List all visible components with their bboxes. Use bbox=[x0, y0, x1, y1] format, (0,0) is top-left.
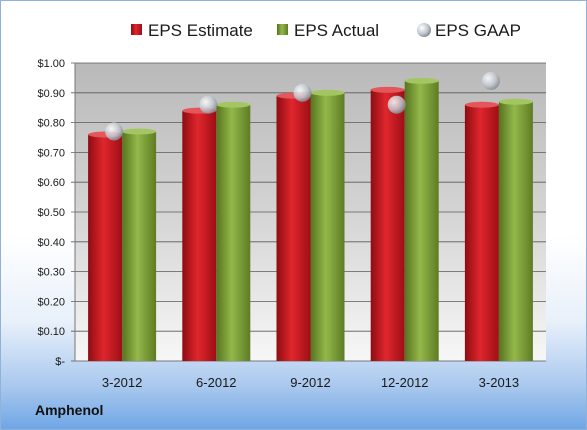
y-tick-label: $0.90 bbox=[37, 88, 65, 100]
gaap-point bbox=[199, 95, 218, 114]
bar-eps-actual bbox=[310, 92, 345, 362]
bar-cap bbox=[404, 77, 439, 84]
y-tick-label: $0.70 bbox=[37, 147, 65, 159]
bar-eps-actual bbox=[404, 80, 439, 361]
bar-cap bbox=[122, 128, 157, 135]
x-tick-label: 6-2012 bbox=[196, 375, 236, 390]
x-tick-label: 3-2013 bbox=[479, 375, 519, 390]
axes: $- $0.10 $0.20 $0.30 $0.40 $0.50 $0.60 $0.70 $0.… bbox=[37, 58, 519, 390]
gaap-point bbox=[105, 122, 124, 141]
bar-eps-actual bbox=[122, 131, 157, 361]
legend-swatch bbox=[277, 24, 288, 35]
gaap-points bbox=[105, 71, 500, 141]
legend-swatch bbox=[417, 23, 431, 37]
bar-eps-estimate bbox=[464, 104, 499, 361]
y-tick-label: $0.50 bbox=[37, 207, 65, 219]
y-tick-label: $- bbox=[55, 356, 65, 368]
bar-eps-actual bbox=[498, 101, 533, 362]
bar-cap bbox=[498, 98, 533, 105]
y-tick-label: $1.00 bbox=[37, 58, 65, 70]
x-tick-label: 3-2012 bbox=[102, 375, 142, 390]
legend-swatch bbox=[131, 24, 142, 35]
bar-eps-estimate bbox=[370, 89, 405, 361]
gaap-point bbox=[293, 83, 312, 102]
bar-cap bbox=[216, 101, 251, 108]
legend: EPS Estimate EPS Actual EPS GAAP bbox=[131, 21, 521, 40]
legend-label: EPS Estimate bbox=[148, 21, 253, 40]
bar-eps-estimate bbox=[276, 95, 311, 361]
y-tick-label: $0.60 bbox=[37, 177, 65, 189]
bar-cap bbox=[370, 86, 405, 93]
bar-eps-actual bbox=[216, 104, 251, 361]
gaap-point bbox=[481, 71, 500, 90]
x-tick-label: 12-2012 bbox=[381, 375, 429, 390]
x-tick-label: 9-2012 bbox=[290, 375, 330, 390]
y-tick-label: $0.80 bbox=[37, 118, 65, 130]
company-name: Amphenol bbox=[35, 402, 104, 418]
bar-cap bbox=[464, 101, 499, 108]
legend-label: EPS Actual bbox=[294, 21, 379, 40]
gaap-point bbox=[387, 95, 406, 114]
y-tick-label: $0.20 bbox=[37, 296, 65, 308]
bar-cap bbox=[310, 89, 345, 96]
y-tick-label: $0.10 bbox=[37, 326, 65, 338]
bar-eps-estimate bbox=[88, 134, 123, 361]
y-tick-label: $0.30 bbox=[37, 267, 65, 279]
legend-label: EPS GAAP bbox=[435, 21, 521, 40]
y-tick-label: $0.40 bbox=[37, 237, 65, 249]
bars bbox=[88, 77, 533, 362]
bar-eps-estimate bbox=[182, 110, 217, 362]
